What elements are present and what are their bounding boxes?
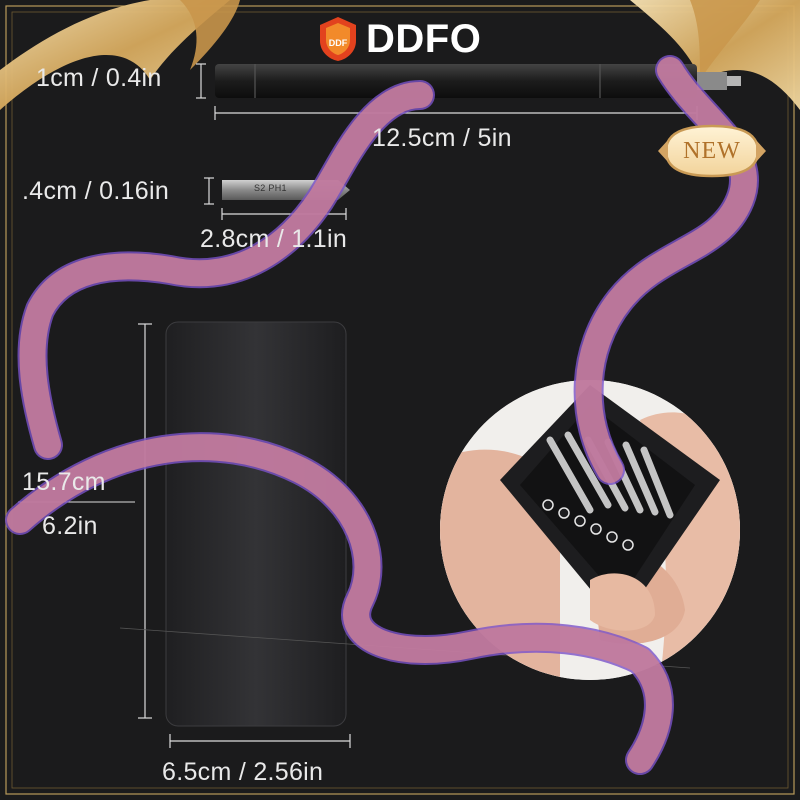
brand-logo-icon: DDF bbox=[320, 17, 356, 61]
storage-case bbox=[165, 321, 347, 727]
case-width-label: 6.5cm / 2.56in bbox=[162, 758, 324, 786]
bit-length-dim bbox=[221, 208, 347, 220]
new-badge-shape bbox=[658, 124, 766, 178]
brand-header: DDF DDFO bbox=[316, 14, 481, 64]
handle-length-label: 12.5cm / 5in bbox=[372, 124, 512, 152]
bit-length-label: 2.8cm / 1.1in bbox=[200, 225, 348, 253]
gold-frame bbox=[5, 5, 795, 795]
case-height-cm-label: 15.7cm bbox=[22, 468, 106, 496]
brand-name: DDFO bbox=[366, 16, 482, 61]
bit-engraving: S2 PH1 bbox=[254, 183, 287, 193]
case-width-dim bbox=[169, 734, 351, 748]
new-badge-label: NEW bbox=[683, 138, 741, 164]
screwdriver-handle bbox=[215, 64, 741, 98]
brand-logo-text: DDF bbox=[329, 38, 348, 48]
gold-frame-inner bbox=[11, 11, 789, 789]
handle-diameter-label: 1cm / 0.4in bbox=[36, 64, 162, 92]
product-closeup-photo bbox=[440, 380, 740, 680]
bit-diameter-label: .4cm / 0.16in bbox=[22, 177, 170, 205]
bit-diameter-dim bbox=[204, 177, 214, 205]
new-badge: NEW bbox=[656, 122, 768, 180]
gold-ribbon-left-fold bbox=[180, 0, 240, 70]
case-height-in-label: 6.2in bbox=[42, 512, 98, 540]
handle-length-dim bbox=[214, 106, 698, 120]
handle-diameter-dim bbox=[196, 63, 206, 99]
gold-ribbon-left bbox=[0, 0, 230, 110]
closeup-illustration bbox=[440, 380, 740, 680]
